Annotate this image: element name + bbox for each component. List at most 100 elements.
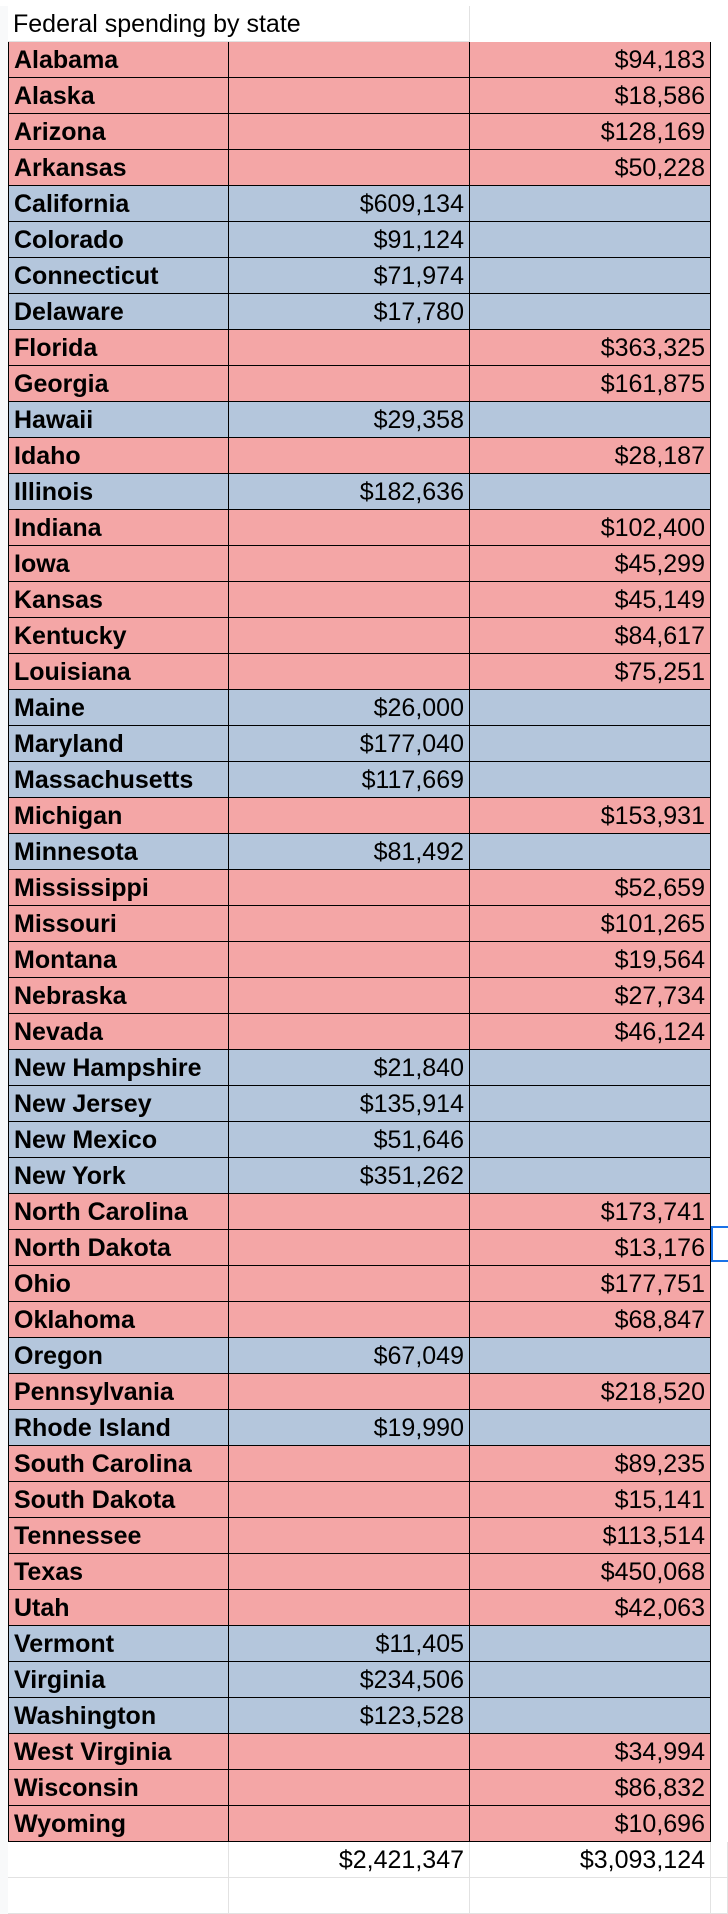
state-name-cell[interactable]: Wisconsin — [8, 1770, 229, 1806]
blue-state-spending-cell[interactable] — [229, 1770, 470, 1806]
blue-state-spending-cell[interactable]: $234,506 — [229, 1662, 470, 1698]
state-name-cell[interactable]: Massachusetts — [8, 762, 229, 798]
empty-cell[interactable] — [711, 798, 728, 834]
row-header[interactable] — [0, 1590, 8, 1626]
red-state-spending-cell[interactable] — [470, 834, 711, 870]
state-name-cell[interactable]: New Mexico — [8, 1122, 229, 1158]
state-name-cell[interactable]: New York — [8, 1158, 229, 1194]
empty-cell[interactable] — [711, 978, 728, 1014]
blue-state-spending-cell[interactable]: $17,780 — [229, 294, 470, 330]
empty-cell[interactable] — [711, 726, 728, 762]
row-header[interactable] — [0, 1158, 8, 1194]
empty-cell[interactable] — [711, 222, 728, 258]
empty-cell[interactable] — [711, 762, 728, 798]
state-name-cell[interactable]: Arizona — [8, 114, 229, 150]
row-header[interactable] — [0, 978, 8, 1014]
red-state-spending-cell[interactable]: $113,514 — [470, 1518, 711, 1554]
state-name-cell[interactable]: California — [8, 186, 229, 222]
red-state-spending-cell[interactable]: $34,994 — [470, 1734, 711, 1770]
state-name-cell[interactable]: Oregon — [8, 1338, 229, 1374]
state-name-cell[interactable]: Georgia — [8, 366, 229, 402]
blue-state-spending-cell[interactable] — [229, 1302, 470, 1338]
empty-cell[interactable] — [711, 1878, 728, 1914]
red-state-spending-cell[interactable] — [470, 1698, 711, 1734]
row-header[interactable] — [0, 1770, 8, 1806]
row-header[interactable] — [0, 942, 8, 978]
red-state-spending-cell[interactable]: $42,063 — [470, 1590, 711, 1626]
state-name-cell[interactable]: New Hampshire — [8, 1050, 229, 1086]
state-name-cell[interactable]: Florida — [8, 330, 229, 366]
empty-cell[interactable] — [711, 1014, 728, 1050]
empty-cell[interactable] — [711, 1194, 728, 1230]
red-state-spending-cell[interactable] — [470, 1086, 711, 1122]
blue-state-spending-cell[interactable] — [229, 1482, 470, 1518]
red-state-spending-cell[interactable]: $45,299 — [470, 546, 711, 582]
empty-cell[interactable] — [711, 870, 728, 906]
blue-state-spending-cell[interactable]: $11,405 — [229, 1626, 470, 1662]
red-state-spending-cell[interactable] — [470, 762, 711, 798]
blue-state-spending-cell[interactable] — [229, 582, 470, 618]
blue-state-spending-cell[interactable] — [229, 654, 470, 690]
empty-cell[interactable] — [711, 294, 728, 330]
empty-cell[interactable] — [711, 258, 728, 294]
row-header[interactable] — [0, 294, 8, 330]
red-state-spending-cell[interactable]: $218,520 — [470, 1374, 711, 1410]
row-header[interactable] — [0, 1806, 8, 1842]
empty-cell[interactable] — [711, 78, 728, 114]
state-name-cell[interactable]: Colorado — [8, 222, 229, 258]
row-header[interactable] — [0, 474, 8, 510]
empty-cell[interactable] — [711, 1122, 728, 1158]
red-state-spending-cell[interactable]: $161,875 — [470, 366, 711, 402]
blue-state-spending-cell[interactable] — [229, 510, 470, 546]
empty-cell[interactable] — [711, 834, 728, 870]
blue-state-spending-cell[interactable] — [229, 366, 470, 402]
row-header[interactable] — [0, 618, 8, 654]
red-state-spending-cell[interactable] — [470, 1662, 711, 1698]
state-name-cell[interactable]: North Dakota — [8, 1230, 229, 1266]
row-header[interactable] — [0, 546, 8, 582]
red-state-spending-cell[interactable]: $46,124 — [470, 1014, 711, 1050]
row-header[interactable] — [0, 762, 8, 798]
blue-state-spending-cell[interactable] — [229, 870, 470, 906]
state-name-cell[interactable]: New Jersey — [8, 1086, 229, 1122]
state-name-cell[interactable]: Alabama — [8, 42, 229, 78]
blue-state-spending-cell[interactable]: $609,134 — [229, 186, 470, 222]
blue-state-spending-cell[interactable] — [229, 618, 470, 654]
empty-cell[interactable] — [711, 942, 728, 978]
red-state-spending-cell[interactable]: $128,169 — [470, 114, 711, 150]
blue-state-spending-cell[interactable]: $177,040 — [229, 726, 470, 762]
empty-cell[interactable] — [711, 1338, 728, 1374]
row-header[interactable] — [0, 1086, 8, 1122]
row-header[interactable] — [0, 1266, 8, 1302]
blue-state-spending-cell[interactable] — [229, 1194, 470, 1230]
state-name-cell[interactable]: Hawaii — [8, 402, 229, 438]
row-header[interactable] — [0, 258, 8, 294]
state-name-cell[interactable]: Utah — [8, 1590, 229, 1626]
state-name-cell[interactable]: Oklahoma — [8, 1302, 229, 1338]
red-state-spending-cell[interactable] — [470, 1122, 711, 1158]
blue-state-spending-cell[interactable] — [229, 42, 470, 78]
row-header[interactable] — [0, 1842, 8, 1878]
empty-cell[interactable] — [711, 1266, 728, 1302]
row-header[interactable] — [0, 1878, 8, 1914]
red-state-spending-cell[interactable] — [470, 186, 711, 222]
state-name-cell[interactable]: West Virginia — [8, 1734, 229, 1770]
red-state-spending-cell[interactable]: $450,068 — [470, 1554, 711, 1590]
blue-state-spending-cell[interactable]: $71,974 — [229, 258, 470, 294]
row-header[interactable] — [0, 1230, 8, 1266]
blue-state-spending-cell[interactable] — [229, 150, 470, 186]
red-state-spending-cell[interactable]: $363,325 — [470, 330, 711, 366]
blue-state-spending-cell[interactable]: $19,990 — [229, 1410, 470, 1446]
blue-state-spending-cell[interactable] — [229, 1734, 470, 1770]
blue-state-spending-cell[interactable] — [229, 1266, 470, 1302]
red-state-spending-cell[interactable]: $52,659 — [470, 870, 711, 906]
red-state-spending-cell[interactable]: $15,141 — [470, 1482, 711, 1518]
empty-cell[interactable] — [711, 366, 728, 402]
row-header[interactable] — [0, 186, 8, 222]
blue-state-spending-cell[interactable] — [229, 1446, 470, 1482]
empty-cell[interactable] — [711, 1554, 728, 1590]
row-header[interactable] — [0, 690, 8, 726]
state-name-cell[interactable]: Michigan — [8, 798, 229, 834]
state-name-cell[interactable]: Maine — [8, 690, 229, 726]
sheet-title[interactable]: Federal spending by state — [8, 6, 470, 42]
